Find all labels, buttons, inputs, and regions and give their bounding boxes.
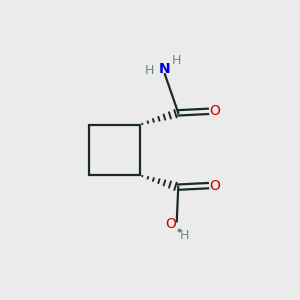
Text: H: H	[172, 54, 182, 67]
Text: O: O	[209, 179, 220, 193]
Text: H: H	[145, 64, 154, 77]
Text: O: O	[209, 104, 220, 118]
Text: O: O	[165, 217, 176, 231]
Text: N: N	[159, 62, 171, 76]
Text: H: H	[179, 229, 189, 242]
